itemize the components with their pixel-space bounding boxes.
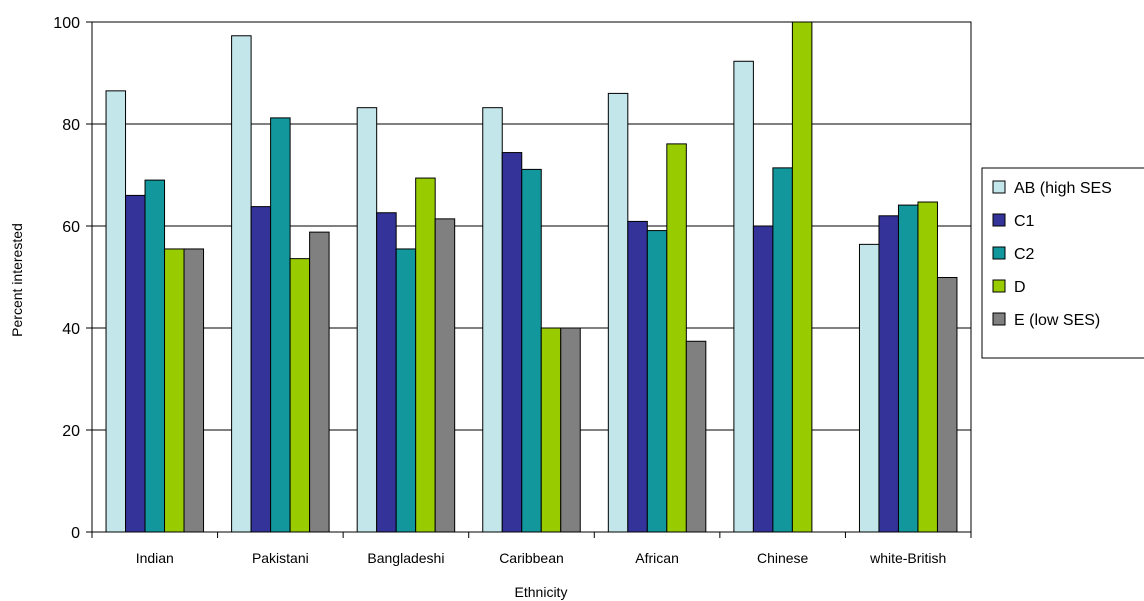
bar-chinese-series-3 xyxy=(772,167,793,533)
bar-caribbean-series-1 xyxy=(482,107,503,533)
x-category-label: Caribbean xyxy=(499,550,564,566)
bar-chinese-series-2 xyxy=(752,225,774,533)
y-tick-label: 100 xyxy=(53,15,80,32)
bar-white-british-series-5 xyxy=(936,277,958,533)
bar-pakistani-series-3 xyxy=(270,117,291,533)
y-tick-label: 20 xyxy=(62,423,80,440)
x-category-label: Chinese xyxy=(757,550,809,566)
bar-bangladeshi-series-1 xyxy=(356,107,378,533)
x-category-label: African xyxy=(635,550,679,566)
bar-indian-series-1 xyxy=(105,90,127,533)
x-category-label: white-British xyxy=(869,550,946,566)
bar-african-series-1 xyxy=(607,92,629,533)
x-axis-title: Ethnicity xyxy=(515,584,568,600)
legend-label: C2 xyxy=(1014,246,1035,263)
bars xyxy=(105,21,958,533)
bar-indian-series-2 xyxy=(125,194,146,533)
plot-area-frame xyxy=(91,21,972,533)
bar-bangladeshi-series-4 xyxy=(415,177,436,533)
bar-african-series-4 xyxy=(666,143,687,533)
legend-label: E (low SES) xyxy=(1014,312,1100,329)
legend-frame xyxy=(981,167,1144,359)
legend-swatch xyxy=(992,213,1006,227)
bar-bangladeshi-series-3 xyxy=(395,248,417,533)
legend-label: C1 xyxy=(1014,213,1035,230)
y-axis-title: Percent interested xyxy=(9,223,25,337)
legend-swatch xyxy=(992,312,1006,326)
bar-pakistani-series-2 xyxy=(250,206,272,533)
bar-african-series-5 xyxy=(685,340,707,533)
bar-african-series-2 xyxy=(627,220,648,533)
x-category-labels: Indian Pakistani Bangladeshi Caribbean Afric… xyxy=(136,550,947,566)
y-tick-label: 60 xyxy=(62,219,80,236)
bar-white-british-series-4 xyxy=(917,201,938,533)
bar-pakistani-series-1 xyxy=(231,35,252,533)
legend: AB (high SES C1 C2 D E (low SES) xyxy=(981,167,1144,359)
bar-caribbean-series-4 xyxy=(540,327,562,533)
bar-caribbean-series-2 xyxy=(501,152,523,533)
bar-white-british-series-1 xyxy=(858,243,880,533)
x-category-label: Indian xyxy=(136,550,174,566)
bar-pakistani-series-5 xyxy=(309,231,330,533)
bar-chinese-series-1 xyxy=(733,60,754,533)
legend-swatch xyxy=(992,246,1006,260)
y-tick-label: 40 xyxy=(62,321,80,338)
bar-white-british-series-2 xyxy=(878,215,899,533)
bar-bangladeshi-series-5 xyxy=(434,218,456,533)
bar-pakistani-series-4 xyxy=(289,258,311,533)
bar-caribbean-series-5 xyxy=(560,327,581,533)
legend-swatch xyxy=(992,279,1006,293)
bar-african-series-3 xyxy=(646,230,668,533)
bar-caribbean-series-3 xyxy=(521,168,542,533)
legend-label: D xyxy=(1014,279,1026,296)
bar-indian-series-5 xyxy=(183,248,205,533)
axes xyxy=(86,21,972,538)
x-category-label: Pakistani xyxy=(252,550,309,566)
bar-indian-series-3 xyxy=(144,179,166,533)
bar-chinese-series-4 xyxy=(791,21,813,533)
legend-label: AB (high SES xyxy=(1014,180,1112,197)
bar-white-british-series-3 xyxy=(897,204,919,533)
y-tick-labels: 0 20 40 60 80 100 xyxy=(53,15,80,542)
y-tick-label: 80 xyxy=(62,117,80,134)
legend-swatch xyxy=(992,180,1006,194)
y-tick-label: 0 xyxy=(71,525,80,542)
x-category-label: Bangladeshi xyxy=(367,550,444,566)
bar-indian-series-4 xyxy=(164,248,185,533)
bar-bangladeshi-series-2 xyxy=(376,212,397,533)
